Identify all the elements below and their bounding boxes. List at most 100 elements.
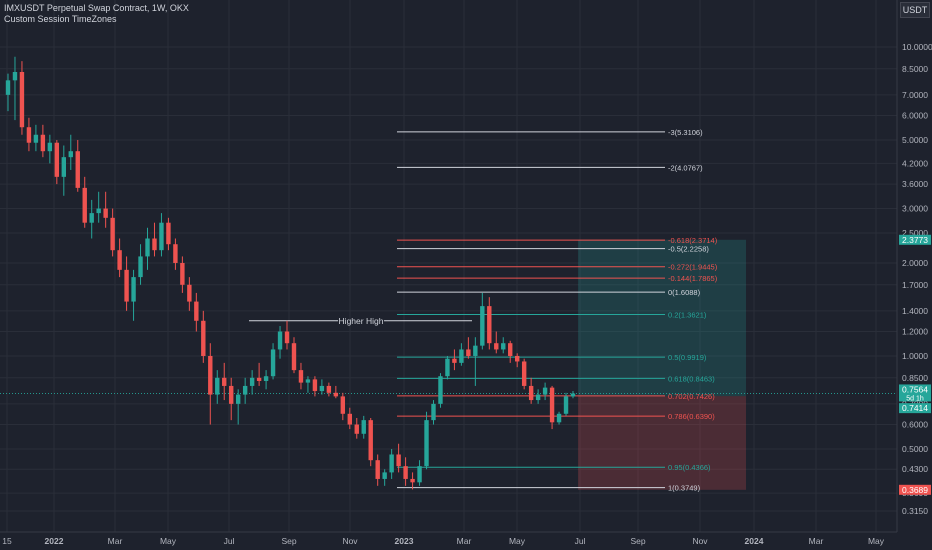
candle bbox=[305, 376, 311, 393]
price-label: 0.7414 bbox=[902, 403, 928, 413]
fib-label: -3(5.3106) bbox=[668, 128, 703, 137]
candle-body bbox=[201, 320, 206, 356]
candle-body bbox=[235, 394, 241, 404]
candle-body bbox=[549, 387, 555, 423]
candle-body bbox=[326, 385, 332, 393]
candle bbox=[340, 392, 346, 421]
candle-body bbox=[410, 478, 415, 483]
candle-body bbox=[103, 208, 108, 218]
price-tick-label: 3.0000 bbox=[902, 204, 928, 214]
candle bbox=[466, 337, 471, 359]
candle-body bbox=[249, 377, 255, 386]
price-axis: 10.0000 8.5000 7.0000 6.0000 5.0000 4.2000 3.6… bbox=[896, 0, 932, 532]
candle-body bbox=[222, 377, 227, 386]
candle bbox=[256, 362, 262, 386]
fib-label: -2(4.0767) bbox=[668, 163, 703, 172]
price-label: 5d 1h bbox=[906, 395, 924, 402]
candle-body bbox=[403, 466, 408, 479]
candle bbox=[89, 199, 94, 239]
candle bbox=[249, 370, 255, 395]
candle bbox=[298, 362, 304, 390]
fib-label: -0.5(2.2258) bbox=[668, 245, 709, 254]
candle-body bbox=[82, 187, 87, 223]
time-tick-label: Sep bbox=[630, 536, 645, 546]
candle bbox=[229, 377, 234, 421]
candle bbox=[473, 337, 478, 386]
candle-body bbox=[291, 343, 297, 371]
price-label: 0.7564 bbox=[902, 384, 928, 394]
position-zones bbox=[578, 239, 746, 490]
price-tick-label: 0.3150 bbox=[902, 506, 928, 516]
candle bbox=[445, 355, 450, 380]
price-label-bg bbox=[899, 384, 931, 395]
candle-body bbox=[61, 157, 67, 177]
candle bbox=[431, 400, 436, 425]
price-tick-label: 0.8500 bbox=[902, 373, 928, 383]
currency-button[interactable]: USDT bbox=[900, 2, 930, 18]
time-tick-label: Nov bbox=[692, 536, 708, 546]
fib-label: 0.95(0.4366) bbox=[668, 463, 711, 472]
stop-zone bbox=[578, 396, 746, 490]
time-axis: 15 2022 Mar May Jul Sep Nov 2023 Mar May Jul Sep Nov… bbox=[0, 531, 897, 546]
candle bbox=[570, 391, 576, 399]
candle bbox=[82, 176, 87, 228]
candle bbox=[361, 415, 366, 439]
candle bbox=[438, 373, 443, 408]
candle bbox=[180, 256, 185, 293]
candle bbox=[480, 292, 485, 350]
fib-label: 0.5(0.9919) bbox=[668, 353, 707, 362]
candle bbox=[263, 370, 269, 390]
candle-body bbox=[452, 358, 457, 363]
candle-body bbox=[521, 361, 527, 386]
price-label: 2.3773 bbox=[902, 235, 928, 245]
candles bbox=[5, 56, 576, 490]
price-tick-label: 1.7000 bbox=[902, 280, 928, 290]
candle bbox=[396, 443, 401, 473]
candle bbox=[368, 417, 373, 467]
candle bbox=[187, 277, 192, 311]
candle bbox=[542, 382, 548, 401]
candle-body bbox=[542, 387, 548, 395]
time-tick-label: 15 bbox=[2, 536, 12, 546]
candle-body bbox=[375, 460, 380, 479]
time-tick-label: Mar bbox=[457, 536, 472, 546]
candle-body bbox=[494, 343, 499, 350]
candle-body bbox=[19, 72, 25, 128]
time-tick-label: Jul bbox=[224, 536, 235, 546]
candle-body bbox=[89, 213, 94, 223]
candle bbox=[208, 343, 213, 425]
candle bbox=[410, 472, 415, 490]
candle bbox=[138, 244, 143, 285]
candle bbox=[326, 382, 332, 397]
candle-body bbox=[487, 306, 492, 344]
candle-body bbox=[96, 208, 101, 214]
price-tick-label: 2.5000 bbox=[902, 228, 928, 238]
symbol-title: IMXUSDT Perpetual Swap Contract, 1W, OKX bbox=[4, 3, 189, 13]
candle-body bbox=[459, 349, 464, 363]
candle-body bbox=[12, 72, 18, 81]
candle-body bbox=[152, 238, 157, 251]
time-tick-label: Sep bbox=[281, 536, 296, 546]
candle bbox=[19, 61, 25, 135]
fib-label: 0(1.6088) bbox=[668, 288, 701, 297]
candle bbox=[124, 256, 129, 311]
candle-body bbox=[424, 420, 429, 467]
time-tick-label: Jul bbox=[575, 536, 586, 546]
candle-body bbox=[180, 262, 185, 285]
candle-body bbox=[75, 151, 80, 188]
fib-label: -0.618(2.3714) bbox=[668, 236, 718, 245]
fib-label: 0.618(0.8463) bbox=[668, 374, 715, 383]
candle-body bbox=[417, 466, 422, 483]
time-tick-label: Nov bbox=[342, 536, 358, 546]
candle-body bbox=[319, 385, 325, 392]
candle-body bbox=[26, 127, 32, 143]
candle-body bbox=[47, 142, 53, 152]
candle-body bbox=[256, 377, 262, 381]
candle bbox=[40, 124, 46, 158]
candle-body bbox=[382, 472, 387, 479]
candle-body bbox=[138, 256, 143, 278]
candle bbox=[459, 343, 464, 366]
candle bbox=[201, 310, 206, 363]
price-label-bg bbox=[899, 484, 931, 495]
